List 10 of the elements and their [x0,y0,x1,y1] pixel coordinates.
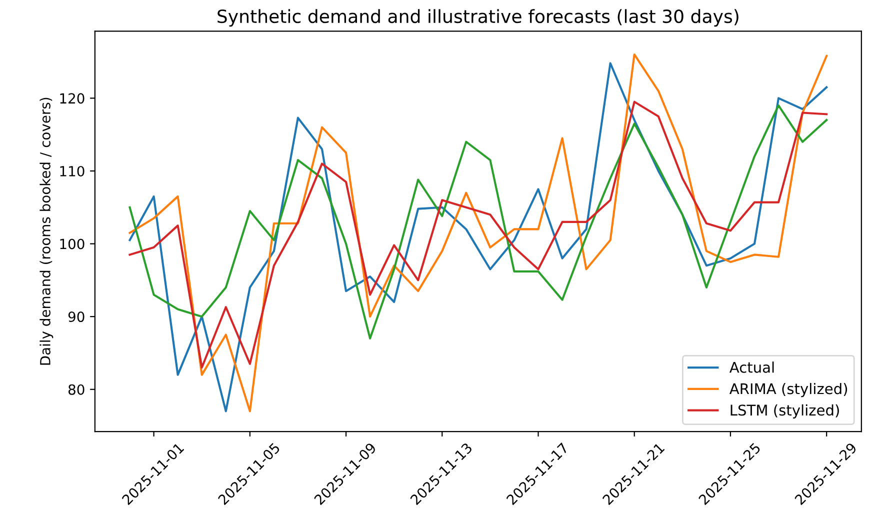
y-axis-title: Daily demand (rooms booked / covers) [40,98,54,365]
y-tick-label: 100 [60,238,84,250]
y-tick-label: 90 [68,312,84,322]
legend-label: LSTM (stylized) [730,404,839,418]
legend-label: Actual [729,362,774,373]
legend-label: ARIMA (stylized) [729,382,848,398]
y-tick-label: 110 [60,166,84,176]
y-tick-label: 80 [68,384,84,395]
y-tick-label: 120 [60,93,84,104]
chart-title: Synthetic demand and illustrative forecasts (last 30 days) [218,9,738,27]
